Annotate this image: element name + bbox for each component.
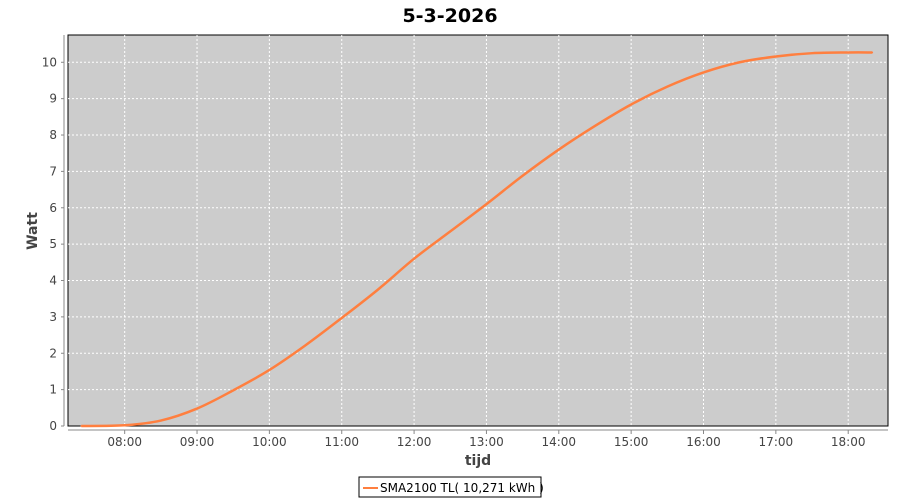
data-point xyxy=(449,230,452,233)
x-axis-label: tijd xyxy=(465,453,491,469)
data-point xyxy=(123,424,126,427)
legend: SMA2100 TL( 10,271 kWh ) xyxy=(358,476,544,498)
data-point xyxy=(871,51,874,54)
x-tick-label: 16:00 xyxy=(686,435,721,449)
y-tick-label: 7 xyxy=(49,164,57,178)
y-tick-label: 2 xyxy=(49,346,57,360)
data-point xyxy=(557,148,560,151)
series-group xyxy=(80,51,874,428)
y-axis-label: Watt xyxy=(25,212,41,250)
x-tick-label: 18:00 xyxy=(831,435,866,449)
y-tick-label: 8 xyxy=(49,128,57,142)
data-point xyxy=(377,288,379,291)
plot-area xyxy=(67,34,889,427)
y-tick-label: 9 xyxy=(49,92,57,106)
x-tick-label: 08:00 xyxy=(107,435,142,449)
legend-label: SMA2100 TL( 10,271 kWh ) xyxy=(380,481,544,495)
data-point xyxy=(594,125,596,127)
data-point xyxy=(666,85,669,88)
data-point xyxy=(304,344,307,347)
grid xyxy=(68,35,888,426)
data-point xyxy=(340,317,343,319)
data-point xyxy=(702,71,705,74)
data-point xyxy=(847,51,850,54)
y-tick-label: 10 xyxy=(42,55,57,69)
x-tick-label: 13:00 xyxy=(469,435,504,449)
x-tick-label: 10:00 xyxy=(252,435,287,449)
x-tick-label: 17:00 xyxy=(759,435,794,449)
data-point xyxy=(630,103,632,106)
x-tick-label: 12:00 xyxy=(397,435,432,449)
data-point xyxy=(485,203,488,205)
y-tick-label: 3 xyxy=(49,310,57,324)
data-point xyxy=(80,425,83,427)
x-tick-label: 09:00 xyxy=(180,435,215,449)
x-tick-label: 14:00 xyxy=(541,435,576,449)
y-tick-label: 1 xyxy=(49,383,57,397)
data-point xyxy=(811,52,813,54)
y-tick-label: 4 xyxy=(49,274,57,288)
legend-box xyxy=(358,476,542,498)
data-point xyxy=(413,257,415,260)
data-point xyxy=(775,55,777,58)
axes: 0 1 2 3 4 5 6 7 8 9 10 08:00 09:00 10:00 11:00 12:00 13:… xyxy=(42,35,888,449)
x-tick-label: 11:00 xyxy=(324,435,359,449)
data-point xyxy=(738,61,741,64)
data-point xyxy=(232,389,235,392)
y-tick-label: 0 xyxy=(49,419,57,433)
data-point xyxy=(196,407,198,410)
x-tick-label: 15:00 xyxy=(614,435,649,449)
chart-title: 5-3-2026 xyxy=(402,5,497,27)
y-tick-label: 6 xyxy=(49,201,57,215)
data-point xyxy=(521,174,524,177)
data-point xyxy=(160,419,162,422)
data-point xyxy=(268,369,271,371)
y-tick-label: 5 xyxy=(49,237,57,251)
